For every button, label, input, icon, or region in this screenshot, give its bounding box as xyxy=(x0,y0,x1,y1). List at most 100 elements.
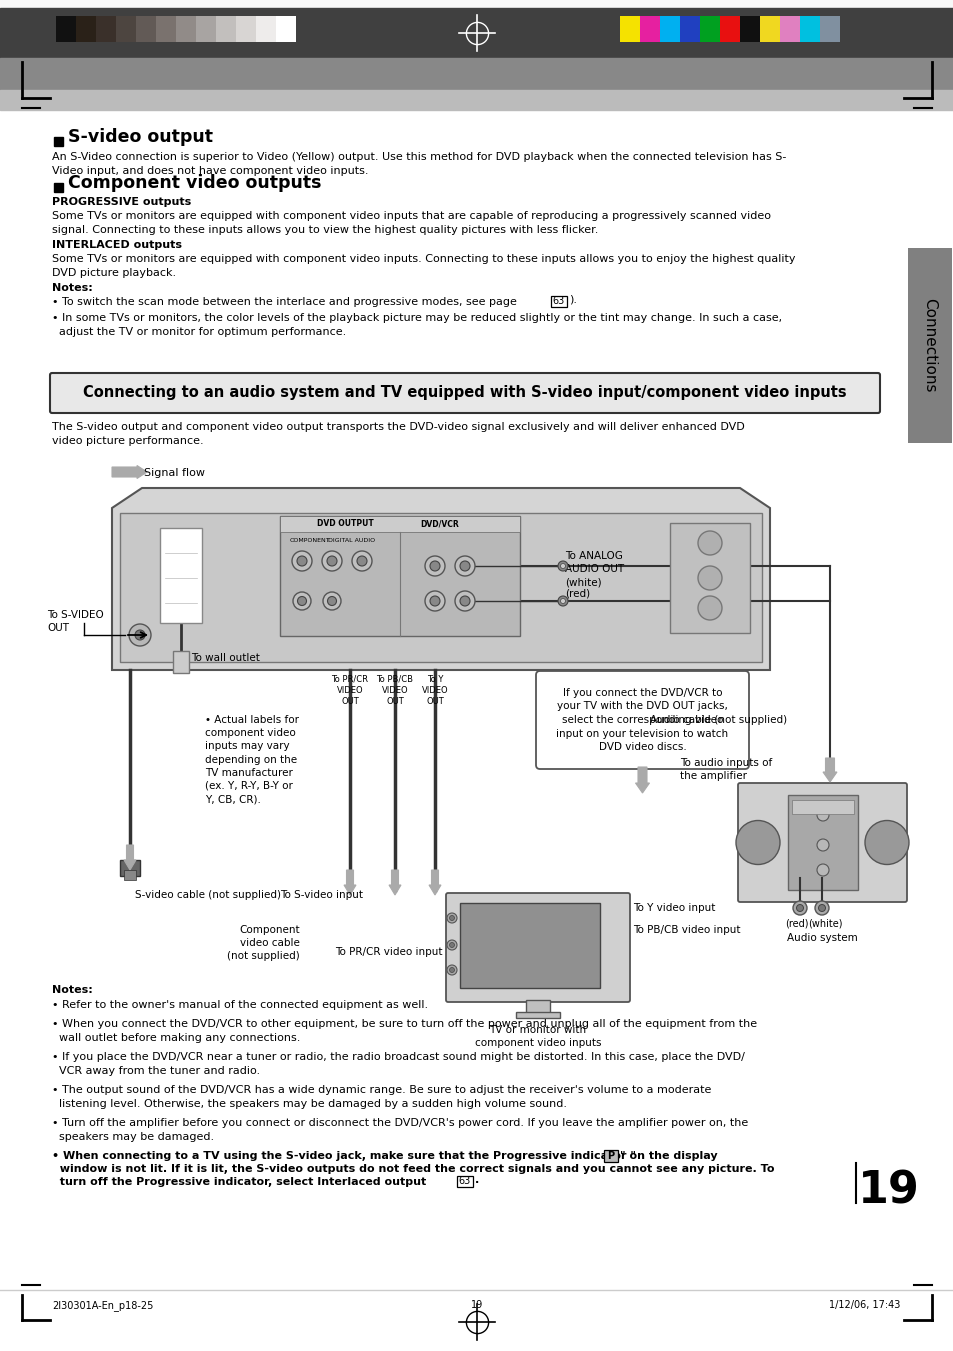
Bar xyxy=(160,528,202,623)
Text: turn off the Progressive indicator, select Interlaced output: turn off the Progressive indicator, sele… xyxy=(52,1177,426,1188)
Text: • Actual labels for
component video
inputs may vary
depending on the
TV manufact: • Actual labels for component video inpu… xyxy=(205,715,298,804)
FancyArrow shape xyxy=(344,870,355,894)
FancyBboxPatch shape xyxy=(536,671,748,769)
Circle shape xyxy=(792,901,806,915)
Text: (white): (white) xyxy=(807,917,841,928)
Text: To ANALOG
AUDIO OUT
(white): To ANALOG AUDIO OUT (white) xyxy=(564,551,623,588)
Circle shape xyxy=(698,531,721,555)
Text: The S-video output and component video output transports the DVD-video signal ex: The S-video output and component video o… xyxy=(52,422,744,446)
Bar xyxy=(603,1150,618,1162)
Bar xyxy=(0,8,953,58)
Text: Notes:: Notes: xyxy=(52,282,92,293)
Bar xyxy=(820,16,840,42)
Bar xyxy=(235,16,255,42)
Circle shape xyxy=(816,839,828,851)
Text: • When you connect the DVD/VCR to other equipment, be sure to turn off the power: • When you connect the DVD/VCR to other … xyxy=(52,1019,757,1043)
Bar xyxy=(720,16,740,42)
Text: INTERLACED outputs: INTERLACED outputs xyxy=(52,240,182,250)
Bar xyxy=(791,800,853,815)
Bar xyxy=(780,16,800,42)
Circle shape xyxy=(430,596,439,607)
Text: Signal flow: Signal flow xyxy=(144,467,205,478)
Text: If you connect the DVD/VCR to
your TV with the DVD OUT jacks,
select the corresp: If you connect the DVD/VCR to your TV wi… xyxy=(556,688,728,753)
Bar xyxy=(760,16,780,42)
Text: P: P xyxy=(607,1151,614,1161)
Bar xyxy=(275,16,295,42)
FancyArrow shape xyxy=(124,844,136,870)
Circle shape xyxy=(430,561,439,571)
Circle shape xyxy=(455,590,475,611)
Text: 19: 19 xyxy=(857,1169,919,1212)
Text: 63: 63 xyxy=(553,296,564,307)
Circle shape xyxy=(424,557,444,576)
Bar xyxy=(0,91,953,109)
Circle shape xyxy=(352,551,372,571)
Circle shape xyxy=(560,563,565,569)
Circle shape xyxy=(816,865,828,875)
Bar xyxy=(551,296,566,307)
Circle shape xyxy=(735,820,780,865)
Circle shape xyxy=(297,597,306,605)
Bar xyxy=(175,16,195,42)
FancyBboxPatch shape xyxy=(738,784,906,902)
Circle shape xyxy=(356,557,367,566)
Text: Connecting to an audio system and TV equipped with S-video input/component video: Connecting to an audio system and TV equ… xyxy=(83,385,846,400)
Bar xyxy=(280,516,519,532)
Circle shape xyxy=(292,551,312,571)
Text: 19: 19 xyxy=(471,1300,482,1310)
Bar xyxy=(195,16,215,42)
Bar xyxy=(679,16,700,42)
Text: To audio inputs of
the amplifier: To audio inputs of the amplifier xyxy=(679,758,771,781)
Circle shape xyxy=(327,557,336,566)
Text: S-video cable (not supplied): S-video cable (not supplied) xyxy=(135,890,281,900)
Text: Connections: Connections xyxy=(922,299,937,393)
Text: Component video outputs: Component video outputs xyxy=(68,173,321,192)
Bar xyxy=(156,16,175,42)
Circle shape xyxy=(322,551,341,571)
Circle shape xyxy=(558,596,567,607)
Text: Notes:: Notes: xyxy=(52,985,92,994)
Bar xyxy=(136,16,156,42)
Bar xyxy=(700,16,720,42)
Circle shape xyxy=(296,557,307,566)
Text: (red): (red) xyxy=(564,588,590,598)
FancyArrow shape xyxy=(635,767,649,793)
Circle shape xyxy=(129,624,151,646)
Bar xyxy=(54,182,63,192)
Text: To Y video input: To Y video input xyxy=(633,902,715,913)
Bar xyxy=(740,16,760,42)
Circle shape xyxy=(447,913,456,923)
Circle shape xyxy=(449,916,454,920)
Text: window is not lit. If it is lit, the S-video outputs do not feed the correct sig: window is not lit. If it is lit, the S-v… xyxy=(52,1165,774,1174)
Bar xyxy=(516,1012,559,1019)
Bar xyxy=(280,516,519,636)
Circle shape xyxy=(818,905,824,912)
Circle shape xyxy=(447,940,456,950)
Bar xyxy=(907,249,951,443)
Bar xyxy=(659,16,679,42)
Circle shape xyxy=(327,597,336,605)
Text: S-video output: S-video output xyxy=(68,127,213,146)
Text: Some TVs or monitors are equipped with component video inputs. Connecting to the: Some TVs or monitors are equipped with c… xyxy=(52,254,795,277)
Text: COMPONENT: COMPONENT xyxy=(290,538,330,543)
Circle shape xyxy=(459,596,470,607)
FancyArrow shape xyxy=(429,870,440,894)
Text: • In some TVs or monitors, the color levels of the playback picture may be reduc: • In some TVs or monitors, the color lev… xyxy=(52,313,781,336)
Bar xyxy=(172,651,189,673)
FancyArrow shape xyxy=(389,870,400,894)
Bar xyxy=(54,136,63,146)
Circle shape xyxy=(449,943,454,947)
Text: ).: ). xyxy=(568,295,577,305)
Text: 1/12/06, 17:43: 1/12/06, 17:43 xyxy=(828,1300,899,1310)
Text: TV or monitor with
component video inputs: TV or monitor with component video input… xyxy=(475,1025,600,1048)
Circle shape xyxy=(698,566,721,590)
Bar xyxy=(76,16,96,42)
Bar xyxy=(124,870,136,880)
Text: Some TVs or monitors are equipped with component video inputs that are capable o: Some TVs or monitors are equipped with c… xyxy=(52,211,770,235)
FancyBboxPatch shape xyxy=(446,893,629,1002)
Circle shape xyxy=(558,561,567,571)
Circle shape xyxy=(816,809,828,821)
Circle shape xyxy=(449,967,454,973)
Text: To wall outlet: To wall outlet xyxy=(191,653,259,663)
Polygon shape xyxy=(112,488,769,670)
